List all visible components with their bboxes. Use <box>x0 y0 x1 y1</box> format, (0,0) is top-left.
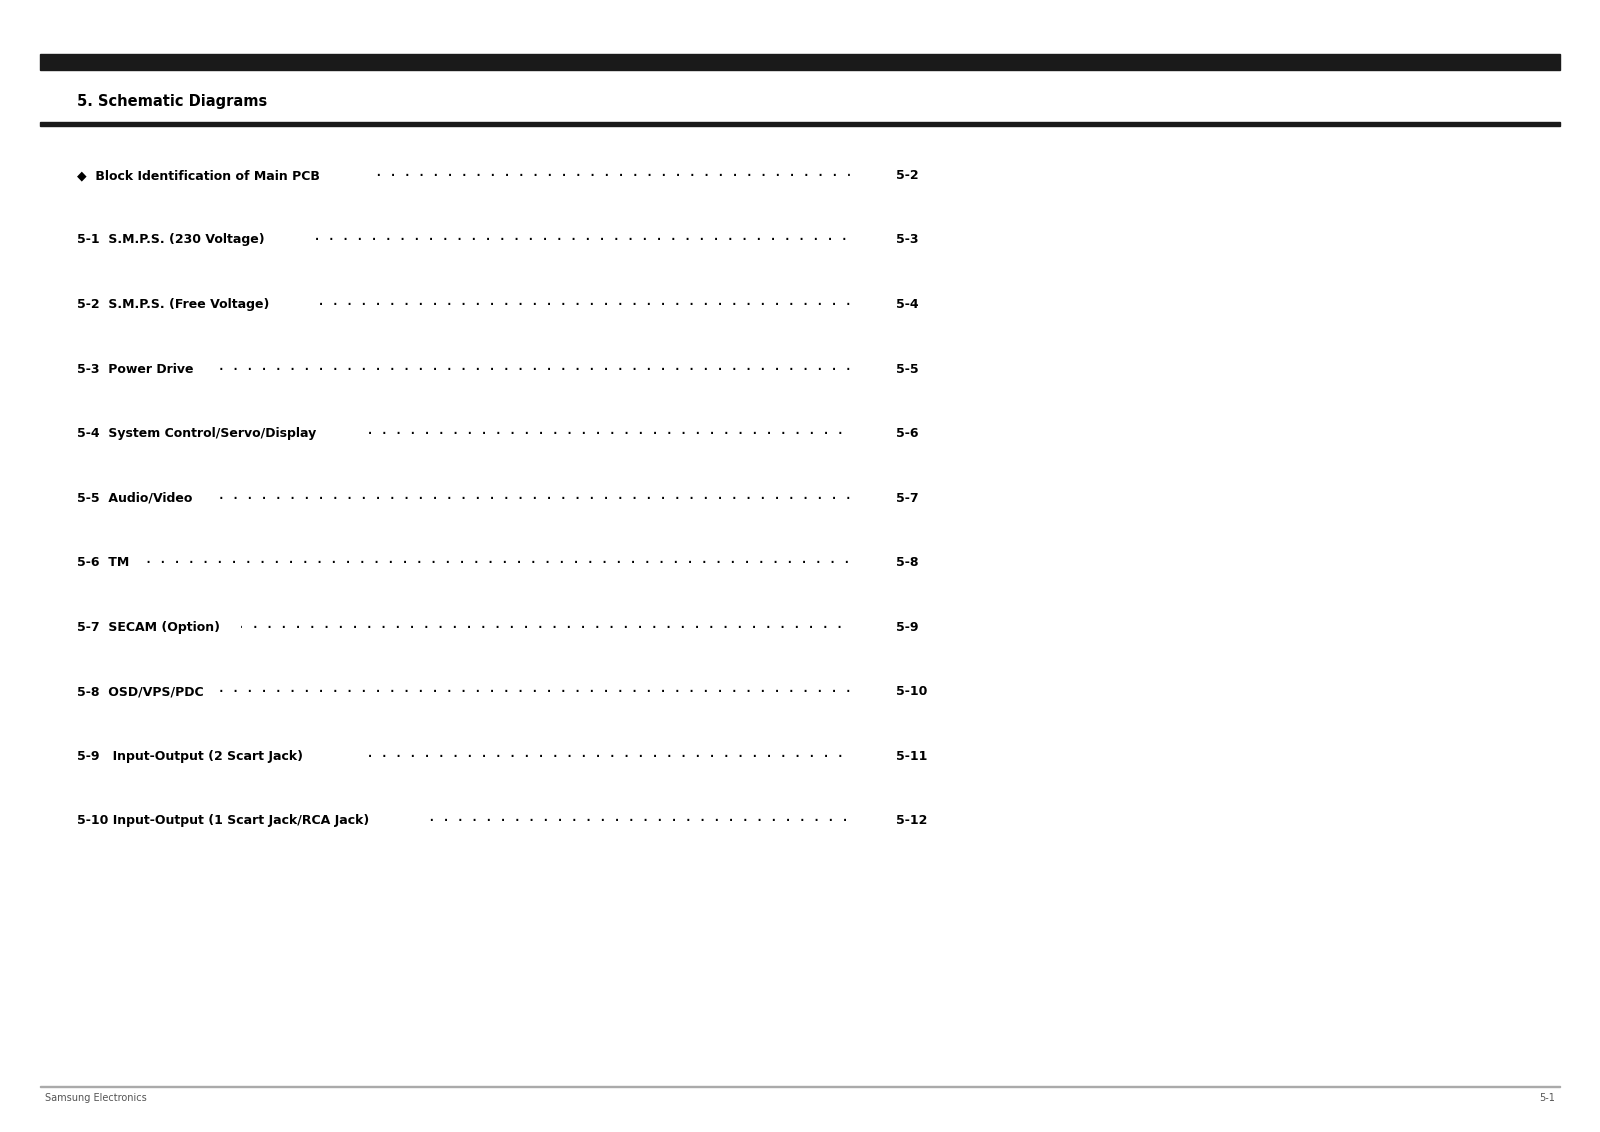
Text: 5-5  Audio/Video: 5-5 Audio/Video <box>77 491 192 505</box>
Bar <box>850 796 1600 846</box>
Text: · · · · · · · · · · · · · · · · · · · · · · · · · · · · · · · · · · · · · · · · : · · · · · · · · · · · · · · · · · · · · … <box>118 685 944 698</box>
Text: 5-1  S.M.P.S. (230 Voltage): 5-1 S.M.P.S. (230 Voltage) <box>77 233 264 247</box>
Bar <box>850 731 1600 781</box>
Text: 5-4  System Control/Servo/Display: 5-4 System Control/Servo/Display <box>77 427 317 440</box>
Text: ◆  Block Identification of Main PCB: ◆ Block Identification of Main PCB <box>77 169 320 182</box>
Text: 5-9: 5-9 <box>896 620 918 634</box>
Bar <box>40 122 1560 126</box>
Text: 5-4: 5-4 <box>896 298 918 311</box>
Text: 5-3: 5-3 <box>896 233 918 247</box>
Text: 5-7: 5-7 <box>896 491 918 505</box>
Text: 5-3  Power Drive: 5-3 Power Drive <box>77 362 194 376</box>
Bar <box>0 280 315 329</box>
Text: 5-4: 5-4 <box>896 298 918 311</box>
Text: 5-6  TM: 5-6 TM <box>77 556 130 569</box>
Text: · · · · · · · · · · · · · · · · · · · · · · · · · · · · · · · · · · · · · · · · : · · · · · · · · · · · · · · · · · · · · … <box>118 491 944 505</box>
Text: · · · · · · · · · · · · · · · · · · · · · · · · · · · · · · · · · · · · · · · · : · · · · · · · · · · · · · · · · · · · · … <box>282 749 923 763</box>
Bar <box>850 538 1600 588</box>
Text: 5-11: 5-11 <box>896 749 928 763</box>
Text: 5-11: 5-11 <box>896 749 928 763</box>
Text: ◆  Block Identification of Main PCB: ◆ Block Identification of Main PCB <box>77 169 320 182</box>
Text: 5-9: 5-9 <box>896 620 918 634</box>
Bar <box>0 151 373 200</box>
Text: 5-7  SECAM (Option): 5-7 SECAM (Option) <box>77 620 219 634</box>
Text: 5-12: 5-12 <box>896 814 928 827</box>
Bar <box>0 409 357 458</box>
Bar <box>850 151 1600 200</box>
Bar <box>850 667 1600 717</box>
Bar <box>0 602 240 652</box>
Bar <box>850 473 1600 523</box>
Text: 5-8  OSD/VPS/PDC: 5-8 OSD/VPS/PDC <box>77 685 203 698</box>
Bar <box>0 215 306 265</box>
Text: 5-12: 5-12 <box>896 814 928 827</box>
Bar <box>850 280 1600 329</box>
Bar <box>850 344 1600 394</box>
Text: 5-9   Input-Output (2 Scart Jack): 5-9 Input-Output (2 Scart Jack) <box>77 749 302 763</box>
Bar <box>40 54 1560 70</box>
Text: 5-5: 5-5 <box>896 362 918 376</box>
Text: 5-2  S.M.P.S. (Free Voltage): 5-2 S.M.P.S. (Free Voltage) <box>77 298 269 311</box>
Text: 5-10 Input-Output (1 Scart Jack/RCA Jack): 5-10 Input-Output (1 Scart Jack/RCA Jack… <box>77 814 370 827</box>
Text: 5-10: 5-10 <box>896 685 928 698</box>
Bar <box>850 409 1600 458</box>
Text: 5. Schematic Diagrams: 5. Schematic Diagrams <box>77 94 267 110</box>
Text: 5-5  Audio/Video: 5-5 Audio/Video <box>77 491 192 505</box>
Text: 5-1  S.M.P.S. (230 Voltage): 5-1 S.M.P.S. (230 Voltage) <box>77 233 264 247</box>
Bar <box>0 344 214 394</box>
Text: 5-4  System Control/Servo/Display: 5-4 System Control/Servo/Display <box>77 427 317 440</box>
Bar <box>0 796 422 846</box>
Text: 5-3: 5-3 <box>896 233 918 247</box>
Text: 5-5: 5-5 <box>896 362 918 376</box>
Text: 5-7: 5-7 <box>896 491 918 505</box>
Text: Samsung Electronics: Samsung Electronics <box>45 1094 147 1103</box>
Text: 5-2: 5-2 <box>896 169 918 182</box>
Text: 5-2  S.M.P.S. (Free Voltage): 5-2 S.M.P.S. (Free Voltage) <box>77 298 269 311</box>
Text: 5-7  SECAM (Option): 5-7 SECAM (Option) <box>77 620 219 634</box>
Text: · · · · · · · · · · · · · · · · · · · · · · · · · · · · · · · · · · · · · · · · : · · · · · · · · · · · · · · · · · · · · … <box>227 233 926 247</box>
Text: · · · · · · · · · · · · · · · · · · · · · · · · · · · · · · · · · · · · · · · · : · · · · · · · · · · · · · · · · · · · · … <box>152 620 936 634</box>
Text: 5-2: 5-2 <box>896 169 918 182</box>
Text: 5-10: 5-10 <box>896 685 928 698</box>
Text: 5-3  Power Drive: 5-3 Power Drive <box>77 362 194 376</box>
Text: 5-6: 5-6 <box>896 427 918 440</box>
Text: · · · · · · · · · · · · · · · · · · · · · · · · · · · · · · · · · · · · · · · · : · · · · · · · · · · · · · · · · · · · · … <box>30 556 957 569</box>
Text: · · · · · · · · · · · · · · · · · · · · · · · · · · · · · · · · · · · · · · ·: · · · · · · · · · · · · · · · · · · · · … <box>357 814 914 827</box>
Bar <box>0 731 357 781</box>
Text: 5-10 Input-Output (1 Scart Jack/RCA Jack): 5-10 Input-Output (1 Scart Jack/RCA Jack… <box>77 814 370 827</box>
Text: · · · · · · · · · · · · · · · · · · · · · · · · · · · · · · · · · · · · · · · · : · · · · · · · · · · · · · · · · · · · · … <box>304 169 917 182</box>
Text: · · · · · · · · · · · · · · · · · · · · · · · · · · · · · · · · · · · · · · · · : · · · · · · · · · · · · · · · · · · · · … <box>282 427 923 440</box>
Bar <box>40 1086 1560 1087</box>
Text: 5-6  TM: 5-6 TM <box>77 556 130 569</box>
Text: 5-6: 5-6 <box>896 427 918 440</box>
Bar <box>850 602 1600 652</box>
Text: · · · · · · · · · · · · · · · · · · · · · · · · · · · · · · · · · · · · · · · · : · · · · · · · · · · · · · · · · · · · · … <box>232 298 931 311</box>
Text: 5-8: 5-8 <box>896 556 918 569</box>
Bar <box>0 473 214 523</box>
Text: 5-9   Input-Output (2 Scart Jack): 5-9 Input-Output (2 Scart Jack) <box>77 749 302 763</box>
Text: 5-1: 5-1 <box>1539 1094 1555 1103</box>
Text: 5-8: 5-8 <box>896 556 918 569</box>
Text: 5-8  OSD/VPS/PDC: 5-8 OSD/VPS/PDC <box>77 685 203 698</box>
Bar <box>850 215 1600 265</box>
Bar <box>0 538 139 588</box>
Text: · · · · · · · · · · · · · · · · · · · · · · · · · · · · · · · · · · · · · · · · : · · · · · · · · · · · · · · · · · · · · … <box>118 362 944 376</box>
Bar <box>0 667 214 717</box>
